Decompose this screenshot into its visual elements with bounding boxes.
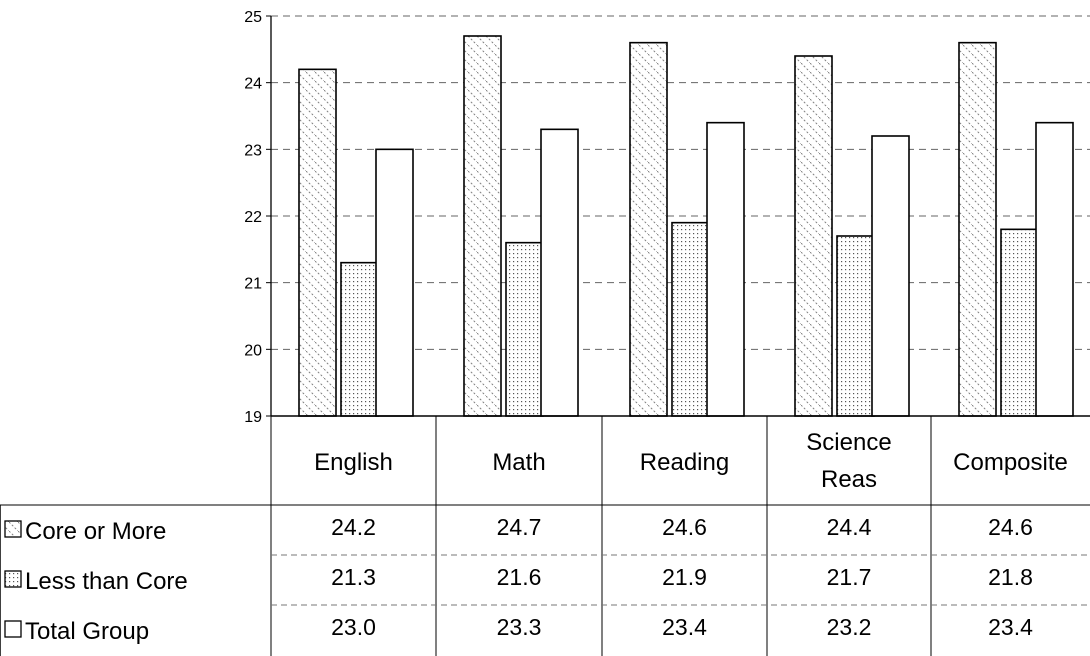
data-value: 24.6 bbox=[988, 514, 1033, 540]
data-value: 24.2 bbox=[331, 514, 376, 540]
category-label: English bbox=[314, 449, 393, 476]
legend-swatch bbox=[4, 570, 22, 588]
bars bbox=[298, 35, 1074, 417]
y-tick-label: 23 bbox=[244, 142, 262, 159]
y-tick-label: 20 bbox=[244, 342, 262, 359]
bar bbox=[706, 121, 745, 417]
bar bbox=[671, 221, 710, 417]
bar bbox=[298, 68, 337, 417]
bar bbox=[836, 235, 875, 417]
category-label: Composite bbox=[953, 449, 1068, 476]
data-value: 23.3 bbox=[497, 614, 542, 640]
y-tick-label: 22 bbox=[244, 209, 262, 226]
data-value: 21.3 bbox=[331, 564, 376, 590]
data-table: English Math Reading Science Reas Composite Co… bbox=[0, 415, 1090, 656]
bar bbox=[1000, 228, 1039, 417]
category-label: Math bbox=[492, 449, 545, 476]
bar bbox=[958, 41, 997, 417]
bar bbox=[505, 241, 544, 417]
legend-swatch bbox=[4, 620, 22, 638]
y-tick-label: 21 bbox=[244, 276, 262, 293]
y-axis: 19 20 21 22 23 24 25 bbox=[244, 9, 272, 426]
data-value: 21.7 bbox=[827, 564, 872, 590]
data-value: 23.0 bbox=[331, 614, 376, 640]
bar bbox=[463, 35, 502, 417]
bar bbox=[540, 128, 579, 417]
y-tick-label: 19 bbox=[244, 409, 262, 426]
legend-label: Less than Core bbox=[25, 568, 188, 595]
bar bbox=[629, 41, 668, 417]
category-label: Reas bbox=[821, 466, 877, 493]
data-value: 24.4 bbox=[827, 514, 872, 540]
bar bbox=[871, 135, 910, 417]
y-tick-label: 24 bbox=[244, 76, 262, 93]
bar bbox=[794, 55, 833, 417]
category-label: Science bbox=[806, 429, 891, 456]
bar bbox=[340, 261, 379, 417]
data-value: 23.4 bbox=[988, 614, 1033, 640]
data-value: 24.6 bbox=[662, 514, 707, 540]
category-label: Reading bbox=[640, 449, 729, 476]
data-value: 23.4 bbox=[662, 614, 707, 640]
y-tick-label: 25 bbox=[244, 9, 262, 26]
legend-swatch bbox=[4, 520, 22, 538]
data-value: 23.2 bbox=[827, 614, 872, 640]
bar bbox=[1035, 121, 1074, 417]
legend-label: Core or More bbox=[25, 518, 166, 545]
data-value: 21.6 bbox=[497, 564, 542, 590]
data-value: 21.8 bbox=[988, 564, 1033, 590]
legend-label: Total Group bbox=[25, 618, 149, 645]
data-value: 24.7 bbox=[497, 514, 542, 540]
bar bbox=[375, 148, 414, 417]
data-value: 21.9 bbox=[662, 564, 707, 590]
